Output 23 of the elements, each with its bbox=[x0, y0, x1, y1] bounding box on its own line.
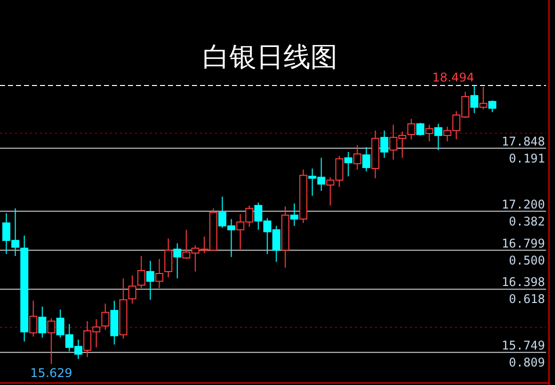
candlestick bbox=[407, 118, 416, 140]
annotation: 0.618 bbox=[508, 292, 545, 306]
candlestick bbox=[110, 300, 118, 345]
ref-line-label: 16.398 bbox=[502, 275, 545, 290]
candlestick bbox=[371, 130, 380, 179]
candlestick bbox=[290, 203, 298, 226]
ref-line-label: 17.200 bbox=[502, 197, 545, 212]
candlestick bbox=[146, 260, 154, 300]
ref-line-label: 16.799 bbox=[502, 236, 545, 250]
candlestick bbox=[281, 206, 290, 268]
annotation: 0.191 bbox=[508, 151, 545, 166]
candlestick bbox=[164, 238, 172, 278]
ref-line-label: 17.848 bbox=[502, 134, 545, 148]
candlestick bbox=[344, 151, 352, 177]
annotation: 0.382 bbox=[508, 214, 545, 228]
annotation: 0.809 bbox=[508, 355, 545, 370]
candlestick bbox=[380, 130, 388, 158]
chart-title: 白银日线图 bbox=[202, 42, 338, 73]
annotation: 15.629 bbox=[30, 366, 72, 380]
annotation: 0.500 bbox=[508, 253, 545, 268]
ref-line-label: 15.749 bbox=[502, 338, 545, 352]
candlestick bbox=[353, 144, 362, 170]
annotation: 18.494 bbox=[432, 70, 474, 84]
